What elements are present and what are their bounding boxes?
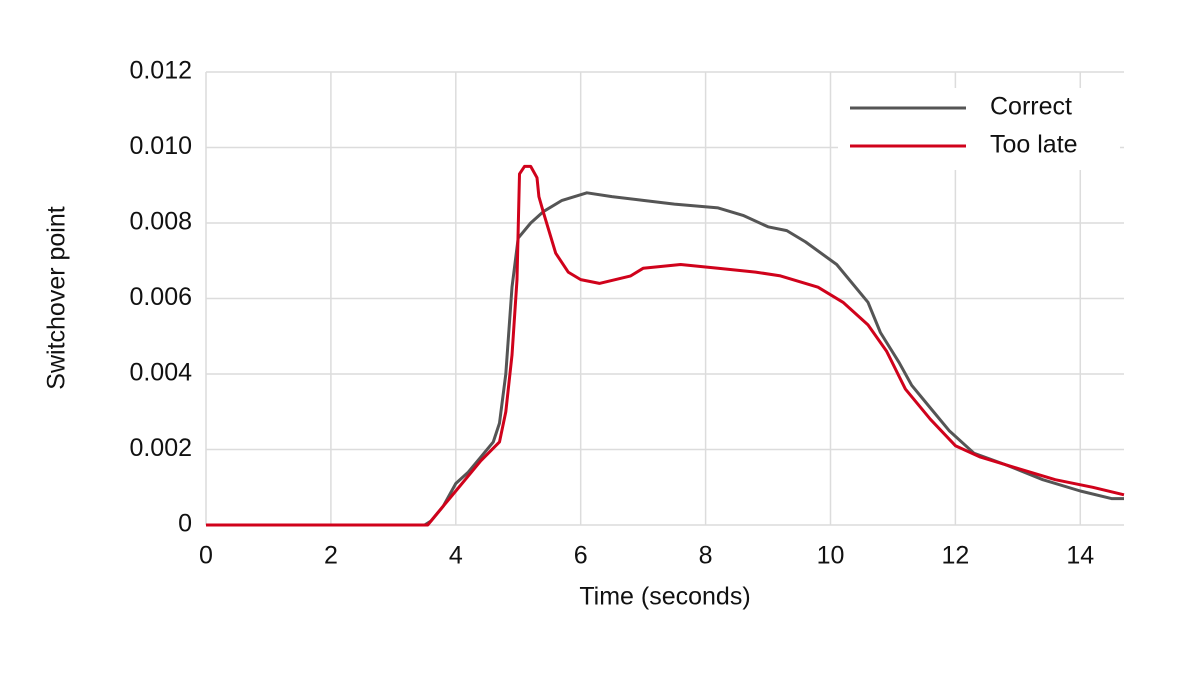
- legend-label: Too late: [990, 131, 1078, 159]
- x-tick-label: 6: [574, 542, 588, 570]
- x-tick-label: 0: [199, 542, 213, 570]
- line-series: [206, 164, 1125, 527]
- line-series: [206, 191, 1124, 527]
- x-tick-label: 12: [941, 542, 969, 570]
- legend-label: Correct: [990, 93, 1072, 121]
- y-tick-label: 0.012: [129, 57, 192, 85]
- y-tick-label: 0.010: [129, 132, 192, 160]
- x-axis-label: Time (seconds): [579, 583, 750, 611]
- x-tick-label: 8: [699, 542, 713, 570]
- y-tick-label: 0.008: [129, 208, 192, 236]
- legend-background: [838, 88, 1120, 170]
- y-tick-label: 0.006: [129, 283, 192, 311]
- x-tick-label: 10: [817, 542, 845, 570]
- x-tick-label: 2: [324, 542, 338, 570]
- y-tick-label: 0: [178, 510, 192, 538]
- y-tick-label: 0.004: [129, 359, 192, 387]
- y-tick-label: 0.002: [129, 434, 192, 462]
- x-tick-label: 4: [449, 542, 463, 570]
- y-axis-label: Switchover point: [43, 206, 71, 389]
- x-tick-label: 14: [1066, 542, 1094, 570]
